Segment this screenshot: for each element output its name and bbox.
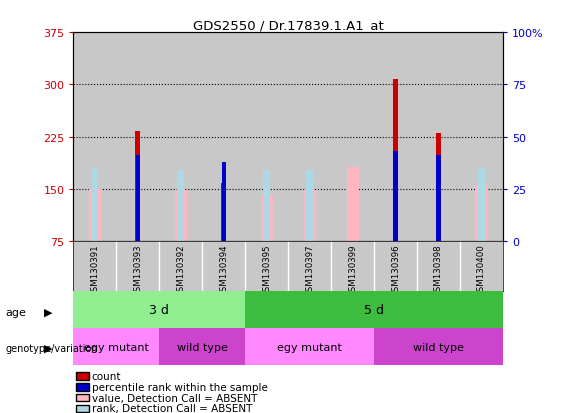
Text: GSM130396: GSM130396 bbox=[391, 244, 400, 297]
Bar bbox=[92, 169, 98, 242]
Bar bbox=[245, 328, 374, 366]
Bar bbox=[177, 171, 184, 242]
Text: GSM130399: GSM130399 bbox=[348, 244, 357, 297]
Text: ▶: ▶ bbox=[44, 307, 53, 317]
Bar bbox=[393, 152, 398, 242]
Text: ▶: ▶ bbox=[44, 343, 53, 353]
Bar bbox=[393, 80, 398, 242]
Bar bbox=[306, 171, 313, 242]
Bar bbox=[73, 328, 159, 366]
Bar bbox=[245, 33, 288, 242]
Text: egy mutant: egy mutant bbox=[84, 342, 149, 352]
Title: GDS2550 / Dr.17839.1.A1_at: GDS2550 / Dr.17839.1.A1_at bbox=[193, 19, 384, 32]
Bar bbox=[89, 190, 101, 242]
Text: value, Detection Call = ABSENT: value, Detection Call = ABSENT bbox=[92, 393, 257, 403]
Bar bbox=[245, 291, 503, 328]
Text: GSM130395: GSM130395 bbox=[262, 244, 271, 297]
Bar bbox=[202, 33, 245, 242]
Bar bbox=[460, 33, 503, 242]
Bar bbox=[288, 33, 331, 242]
Text: wild type: wild type bbox=[413, 342, 464, 352]
Text: 5 d: 5 d bbox=[364, 303, 384, 316]
Bar bbox=[159, 328, 245, 366]
Text: age: age bbox=[6, 307, 27, 317]
Bar bbox=[436, 134, 441, 242]
Text: GSM130398: GSM130398 bbox=[434, 244, 443, 297]
Bar bbox=[136, 156, 140, 242]
Text: count: count bbox=[92, 371, 121, 381]
Bar bbox=[263, 171, 270, 242]
Text: GSM130393: GSM130393 bbox=[133, 244, 142, 297]
Text: rank, Detection Call = ABSENT: rank, Detection Call = ABSENT bbox=[92, 404, 252, 413]
Bar bbox=[331, 33, 374, 242]
Bar bbox=[116, 33, 159, 242]
Bar bbox=[73, 291, 245, 328]
Text: GSM130400: GSM130400 bbox=[477, 244, 486, 297]
Text: percentile rank within the sample: percentile rank within the sample bbox=[92, 382, 267, 392]
Text: GSM130392: GSM130392 bbox=[176, 244, 185, 297]
Bar bbox=[374, 328, 503, 366]
Bar bbox=[221, 184, 227, 242]
Bar bbox=[260, 196, 273, 242]
Text: GSM130397: GSM130397 bbox=[305, 244, 314, 297]
Text: 3 d: 3 d bbox=[149, 303, 169, 316]
Bar bbox=[303, 190, 316, 242]
Bar bbox=[175, 191, 187, 242]
Bar bbox=[135, 132, 141, 242]
Bar bbox=[478, 169, 485, 242]
Bar bbox=[436, 156, 441, 242]
Bar bbox=[417, 33, 460, 242]
Bar bbox=[374, 33, 417, 242]
Text: genotype/variation: genotype/variation bbox=[6, 343, 98, 353]
Text: wild type: wild type bbox=[177, 342, 228, 352]
Bar bbox=[475, 185, 488, 242]
Bar bbox=[159, 33, 202, 242]
Bar bbox=[73, 33, 116, 242]
Text: egy mutant: egy mutant bbox=[277, 342, 342, 352]
Bar bbox=[346, 167, 359, 242]
Text: GSM130394: GSM130394 bbox=[219, 244, 228, 297]
Text: GSM130391: GSM130391 bbox=[90, 244, 99, 297]
Bar bbox=[221, 162, 226, 242]
